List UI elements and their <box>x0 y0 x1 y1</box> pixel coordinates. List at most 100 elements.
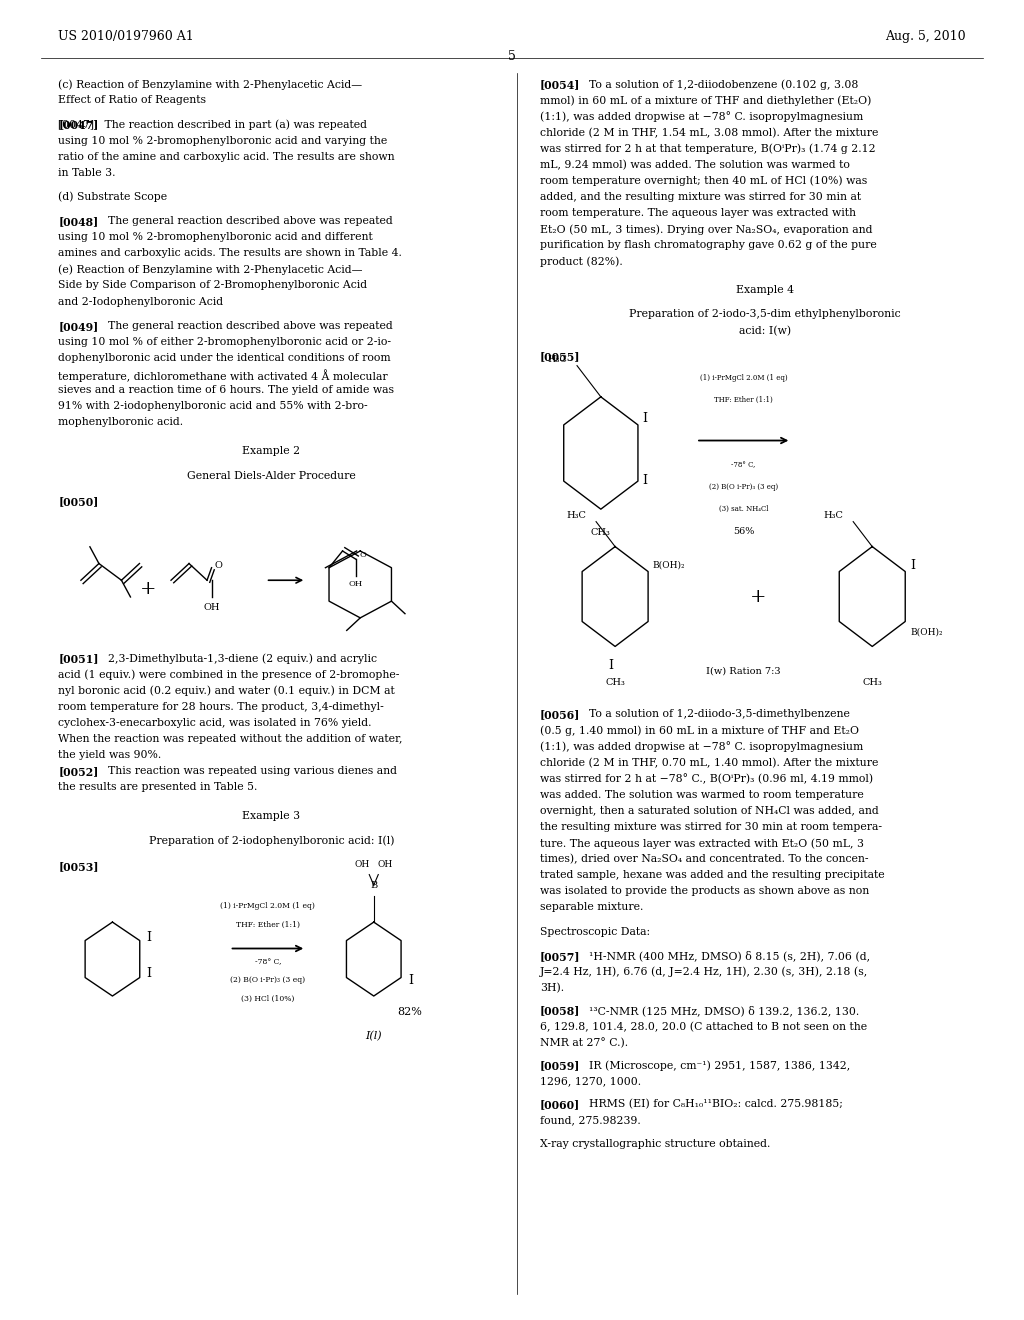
Text: H₃C: H₃C <box>548 355 567 364</box>
Text: HRMS (EI) for C₈H₁₀¹¹BIO₂: calcd. 275.98185;: HRMS (EI) for C₈H₁₀¹¹BIO₂: calcd. 275.98… <box>589 1100 843 1109</box>
Text: +: + <box>750 587 766 606</box>
Text: was stirred for 2 h at that temperature, B(OⁱPr)₃ (1.74 g 2.12: was stirred for 2 h at that temperature,… <box>540 144 876 154</box>
Text: room temperature for 28 hours. The product, 3,4-dimethyl-: room temperature for 28 hours. The produ… <box>58 702 384 711</box>
Text: B(OH)₂: B(OH)₂ <box>910 628 943 636</box>
Text: room temperature overnight; then 40 mL of HCl (10%) was: room temperature overnight; then 40 mL o… <box>540 176 867 186</box>
Text: Example 4: Example 4 <box>736 285 794 296</box>
Text: acid (1 equiv.) were combined in the presence of 2-bromophe-: acid (1 equiv.) were combined in the pre… <box>58 669 399 680</box>
Text: mL, 9.24 mmol) was added. The solution was warmed to: mL, 9.24 mmol) was added. The solution w… <box>540 160 850 170</box>
Text: 1296, 1270, 1000.: 1296, 1270, 1000. <box>540 1076 641 1086</box>
Text: ratio of the amine and carboxylic acid. The results are shown: ratio of the amine and carboxylic acid. … <box>58 152 395 161</box>
Text: temperature, dichloromethane with activated 4 Å molecular: temperature, dichloromethane with activa… <box>58 370 388 381</box>
Text: ¹³C-NMR (125 MHz, DMSO) δ 139.2, 136.2, 130.: ¹³C-NMR (125 MHz, DMSO) δ 139.2, 136.2, … <box>589 1006 859 1016</box>
Text: B(OH)₂: B(OH)₂ <box>653 561 685 570</box>
Text: 5: 5 <box>508 50 516 63</box>
Text: mmol) in 60 mL of a mixture of THF and diethylether (Et₂O): mmol) in 60 mL of a mixture of THF and d… <box>540 95 871 106</box>
Text: and 2-Iodophenylboronic Acid: and 2-Iodophenylboronic Acid <box>58 297 223 306</box>
Text: [0050]: [0050] <box>58 496 98 507</box>
Text: IR (Microscope, cm⁻¹) 2951, 1587, 1386, 1342,: IR (Microscope, cm⁻¹) 2951, 1587, 1386, … <box>589 1060 850 1071</box>
Text: Aug. 5, 2010: Aug. 5, 2010 <box>885 30 966 44</box>
Text: B: B <box>370 882 378 891</box>
Text: [0057]: [0057] <box>540 950 581 962</box>
Text: I: I <box>146 932 152 944</box>
Text: was isolated to provide the products as shown above as non: was isolated to provide the products as … <box>540 886 869 896</box>
Text: [0059]: [0059] <box>540 1060 580 1072</box>
Text: H₃C: H₃C <box>823 511 844 520</box>
Text: To a solution of 1,2-diiodo-3,5-dimethylbenzene: To a solution of 1,2-diiodo-3,5-dimethyl… <box>589 709 850 719</box>
Text: was stirred for 2 h at −78° C., B(OⁱPr)₃ (0.96 ml, 4.19 mmol): was stirred for 2 h at −78° C., B(OⁱPr)₃… <box>540 774 872 784</box>
Text: O: O <box>359 552 367 560</box>
Text: OH: OH <box>378 861 392 870</box>
Text: [0047]: [0047] <box>58 120 98 131</box>
Text: Preparation of 2-iodophenylboronic acid: I(l): Preparation of 2-iodophenylboronic acid:… <box>148 836 394 846</box>
Text: purification by flash chromatography gave 0.62 g of the pure: purification by flash chromatography gav… <box>540 240 877 251</box>
Text: To a solution of 1,2-diiodobenzene (0.102 g, 3.08: To a solution of 1,2-diiodobenzene (0.10… <box>589 79 858 90</box>
Text: 82%: 82% <box>397 1007 422 1016</box>
Text: [0052]: [0052] <box>58 766 98 777</box>
Text: mophenylboronic acid.: mophenylboronic acid. <box>58 417 183 428</box>
Text: 56%: 56% <box>733 527 755 536</box>
Text: (2) B(O i-Pr)₃ (3 eq): (2) B(O i-Pr)₃ (3 eq) <box>709 483 778 491</box>
Text: in Table 3.: in Table 3. <box>58 168 116 178</box>
Text: room temperature. The aqueous layer was extracted with: room temperature. The aqueous layer was … <box>540 209 856 218</box>
Text: The general reaction described above was repeated: The general reaction described above was… <box>108 321 392 331</box>
Text: Spectroscopic Data:: Spectroscopic Data: <box>540 927 650 937</box>
Text: I: I <box>643 474 648 487</box>
Text: I: I <box>608 659 612 672</box>
Text: the resulting mixture was stirred for 30 min at room tempera-: the resulting mixture was stirred for 30… <box>540 822 882 832</box>
Text: found, 275.98239.: found, 275.98239. <box>540 1115 640 1125</box>
Text: OH: OH <box>355 861 370 870</box>
Text: When the reaction was repeated without the addition of water,: When the reaction was repeated without t… <box>58 734 402 744</box>
Text: -78° C,: -78° C, <box>255 958 282 966</box>
Text: The general reaction described above was repeated: The general reaction described above was… <box>108 216 392 226</box>
Text: Preparation of 2-iodo-3,5-dim ethylphenylboronic: Preparation of 2-iodo-3,5-dim ethylpheny… <box>629 309 901 319</box>
Text: (e) Reaction of Benzylamine with 2-Phenylacetic Acid—: (e) Reaction of Benzylamine with 2-Pheny… <box>58 264 362 275</box>
Text: Et₂O (50 mL, 3 times). Drying over Na₂SO₄, evaporation and: Et₂O (50 mL, 3 times). Drying over Na₂SO… <box>540 224 872 235</box>
Text: I: I <box>146 968 152 981</box>
Text: 6, 129.8, 101.4, 28.0, 20.0 (C attached to B not seen on the: 6, 129.8, 101.4, 28.0, 20.0 (C attached … <box>540 1022 866 1032</box>
Text: (1:1), was added dropwise at −78° C. isopropylmagnesium: (1:1), was added dropwise at −78° C. iso… <box>540 742 863 752</box>
Text: -78° C,: -78° C, <box>731 462 756 470</box>
Text: OH: OH <box>349 581 364 589</box>
Text: using 10 mol % of either 2-bromophenylboronic acid or 2-io-: using 10 mol % of either 2-bromophenylbo… <box>58 337 391 347</box>
Text: J=2.4 Hz, 1H), 6.76 (d, J=2.4 Hz, 1H), 2.30 (s, 3H), 2.18 (s,: J=2.4 Hz, 1H), 6.76 (d, J=2.4 Hz, 1H), 2… <box>540 966 868 977</box>
Text: US 2010/0197960 A1: US 2010/0197960 A1 <box>58 30 195 44</box>
Text: THF: Ether (1:1): THF: Ether (1:1) <box>236 921 300 929</box>
Text: I: I <box>408 974 413 986</box>
Text: (1:1), was added dropwise at −78° C. isopropylmagnesium: (1:1), was added dropwise at −78° C. iso… <box>540 111 863 123</box>
Text: 3H).: 3H). <box>540 983 564 993</box>
Text: chloride (2 M in THF, 0.70 mL, 1.40 mmol). After the mixture: chloride (2 M in THF, 0.70 mL, 1.40 mmol… <box>540 758 878 768</box>
Text: [0048]: [0048] <box>58 216 98 227</box>
Text: separable mixture.: separable mixture. <box>540 903 643 912</box>
Text: Example 2: Example 2 <box>243 446 300 457</box>
Text: acid: I(w): acid: I(w) <box>739 326 791 335</box>
Text: O: O <box>214 561 222 570</box>
Text: the results are presented in Table 5.: the results are presented in Table 5. <box>58 783 258 792</box>
Text: OH: OH <box>204 603 220 612</box>
Text: added, and the resulting mixture was stirred for 30 min at: added, and the resulting mixture was sti… <box>540 191 861 202</box>
Text: This reaction was repeated using various dienes and: This reaction was repeated using various… <box>108 766 396 776</box>
Text: [0051]: [0051] <box>58 653 99 664</box>
Text: nyl boronic acid (0.2 equiv.) and water (0.1 equiv.) in DCM at: nyl boronic acid (0.2 equiv.) and water … <box>58 685 395 696</box>
Text: (d) Substrate Scope: (d) Substrate Scope <box>58 191 168 202</box>
Text: times), dried over Na₂SO₄ and concentrated. To the concen-: times), dried over Na₂SO₄ and concentrat… <box>540 854 868 865</box>
Text: [0047]   The reaction described in part (a) was repeated: [0047] The reaction described in part (a… <box>58 120 368 131</box>
Text: chloride (2 M in THF, 1.54 mL, 3.08 mmol). After the mixture: chloride (2 M in THF, 1.54 mL, 3.08 mmol… <box>540 128 878 137</box>
Text: (1) i-PrMgCl 2.0M (1 eq): (1) i-PrMgCl 2.0M (1 eq) <box>220 903 315 911</box>
Text: (1) i-PrMgCl 2.0M (1 eq): (1) i-PrMgCl 2.0M (1 eq) <box>699 374 787 381</box>
Text: using 10 mol % 2-bromophenylboronic acid and different: using 10 mol % 2-bromophenylboronic acid… <box>58 232 373 242</box>
Text: (2) B(O i-Pr)₃ (3 eq): (2) B(O i-Pr)₃ (3 eq) <box>230 977 305 985</box>
Text: was added. The solution was warmed to room temperature: was added. The solution was warmed to ro… <box>540 789 863 800</box>
Text: [0060]: [0060] <box>540 1100 580 1110</box>
Text: THF: Ether (1:1): THF: Ether (1:1) <box>715 396 773 404</box>
Text: NMR at 27° C.).: NMR at 27° C.). <box>540 1038 628 1048</box>
Text: +: + <box>140 579 157 598</box>
Text: 2,3-Dimethylbuta-1,3-diene (2 equiv.) and acrylic: 2,3-Dimethylbuta-1,3-diene (2 equiv.) an… <box>108 653 377 664</box>
Text: sieves and a reaction time of 6 hours. The yield of amide was: sieves and a reaction time of 6 hours. T… <box>58 385 394 395</box>
Text: I(l): I(l) <box>366 1031 382 1040</box>
Text: (0.5 g, 1.40 mmol) in 60 mL in a mixture of THF and Et₂O: (0.5 g, 1.40 mmol) in 60 mL in a mixture… <box>540 725 859 735</box>
Text: [0054]: [0054] <box>540 79 580 90</box>
Text: [0056]: [0056] <box>540 709 580 721</box>
Text: [0058]: [0058] <box>540 1006 580 1016</box>
Text: I(w) Ration 7:3: I(w) Ration 7:3 <box>707 667 781 676</box>
